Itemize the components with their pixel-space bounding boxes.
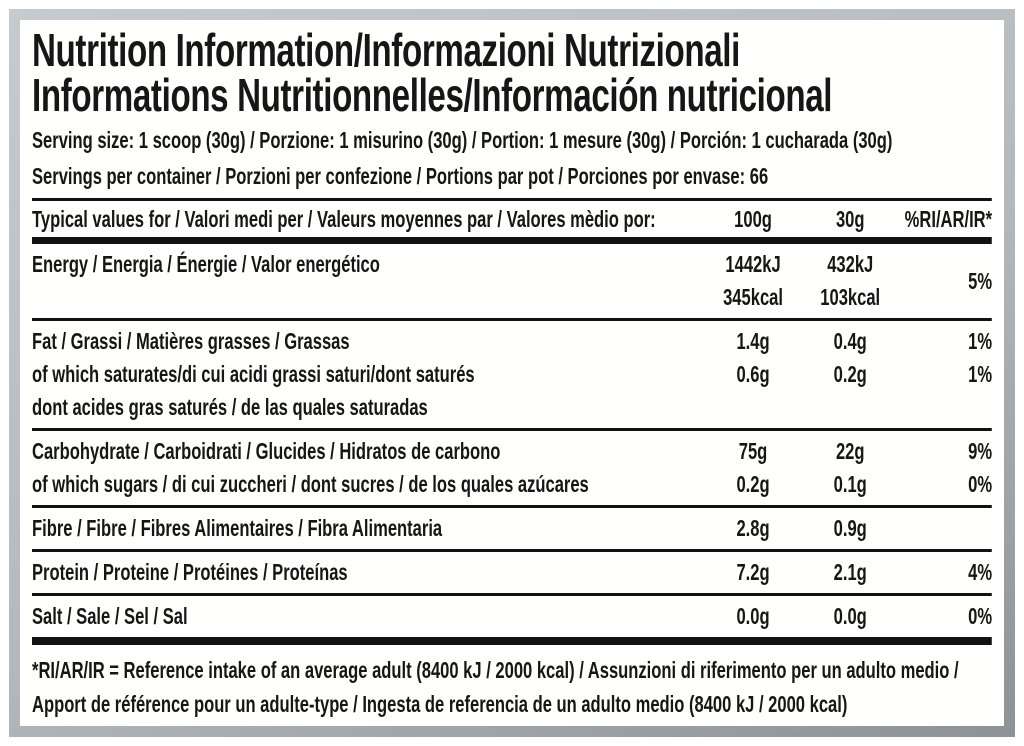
- row-separator: [32, 318, 993, 321]
- value-per-30g: 2.1g: [803, 556, 897, 589]
- table-header-label: Typical values for / Valori medi per / V…: [32, 206, 656, 232]
- value-per-30g-line: 2.1g: [833, 559, 867, 585]
- nutrient-label-line: of which sugars / di cui zuccheri / dont…: [32, 471, 589, 497]
- nutrient-row-protein: Protein / Proteine / Protéines / Proteín…: [32, 552, 992, 593]
- value-per-100g-line: 7.2g: [736, 559, 770, 585]
- nutrient-label-line: Salt / Sale / Sel / Sal: [32, 603, 188, 629]
- title-line-1: Nutrition Information/Informazioni Nutri…: [32, 24, 740, 76]
- value-per-30g-line: 432kJ: [827, 251, 874, 277]
- value-ri-percent-line: 9%: [968, 438, 993, 464]
- row-separator: [32, 505, 993, 508]
- value-ri-percent: [897, 512, 992, 545]
- row-separator: [32, 549, 993, 552]
- column-header-30g: 30g: [835, 206, 865, 232]
- value-ri-percent-line: 4%: [968, 559, 993, 585]
- value-ri-percent: 4%: [897, 556, 992, 589]
- value-per-100g-line: 0.0g: [736, 603, 770, 629]
- label-content: Nutrition Information/Informazioni Nutri…: [32, 27, 993, 721]
- divider-above-footnote: [32, 637, 993, 645]
- serving-size-line: Serving size: 1 scoop (30g) / Porzione: …: [32, 127, 893, 153]
- value-per-30g-line: 103kcal: [820, 284, 881, 310]
- value-per-100g-line: 1442kJ: [725, 251, 781, 277]
- value-per-30g: 0.9g: [803, 512, 897, 545]
- value-per-100g: 2.8g: [703, 512, 804, 545]
- nutrient-label: Salt / Sale / Sel / Sal: [32, 600, 703, 633]
- value-per-100g-line: 2.8g: [736, 515, 770, 541]
- nutrient-label: Fibre / Fibre / Fibres Alimentaires / Fi…: [32, 512, 703, 545]
- divider-above-header: [32, 198, 993, 201]
- value-per-30g: 0.4g 0.2g: [803, 325, 897, 424]
- value-ri-percent-line: 0%: [968, 603, 993, 629]
- nutrient-label: Protein / Proteine / Protéines / Proteín…: [32, 556, 703, 589]
- value-per-100g-line: 0.6g: [736, 361, 770, 387]
- reference-intake-footnote: *RI/AR/IR = Reference intake of an avera…: [32, 657, 959, 717]
- value-ri-percent-line: 0%: [968, 471, 993, 497]
- value-per-100g: 75g 0.2g: [703, 435, 804, 501]
- value-per-100g: 7.2g: [703, 556, 804, 589]
- value-ri-percent-line: 5%: [968, 267, 993, 294]
- value-per-30g-line: 0.2g: [833, 361, 867, 387]
- value-per-100g: 1.4g 0.6g: [703, 325, 804, 424]
- divider-below-header: [32, 237, 993, 244]
- table-header-row: Typical values for / Valori medi per / V…: [32, 201, 992, 237]
- value-per-30g-line: 0.1g: [833, 471, 867, 497]
- value-ri-percent: 0%: [897, 600, 992, 633]
- nutrient-label-line: Energy / Energia / Énergie / Valor energ…: [32, 251, 380, 277]
- value-per-30g-line: 0.0g: [833, 603, 867, 629]
- nutrient-label: Energy / Energia / Énergie / Valor energ…: [32, 248, 703, 314]
- value-per-30g: 0.0g: [803, 600, 897, 633]
- label-outer-frame: Nutrition Information/Informazioni Nutri…: [9, 9, 1015, 737]
- value-per-30g: 22g 0.1g: [803, 435, 897, 501]
- column-header-100g: 100g: [734, 206, 772, 232]
- nutrient-label: Carbohydrate / Carboidrati / Glucides / …: [32, 435, 703, 501]
- nutrition-label-card: Nutrition Information/Informazioni Nutri…: [20, 20, 1004, 726]
- row-separator: [32, 428, 993, 431]
- nutrient-label-line: Protein / Proteine / Protéines / Proteín…: [32, 559, 348, 585]
- nutrient-label-line: Fibre / Fibre / Fibres Alimentaires / Fi…: [32, 515, 443, 541]
- nutrition-table-body: Energy / Energia / Énergie / Valor energ…: [32, 244, 993, 637]
- value-per-30g-line: 0.4g: [833, 328, 867, 354]
- value-per-100g-line: 0.2g: [736, 471, 770, 497]
- value-ri-percent-line: 1%: [968, 361, 993, 387]
- nutrient-label-line: of which saturates/di cui acidi grassi s…: [32, 361, 475, 387]
- nutrient-row-fibre: Fibre / Fibre / Fibres Alimentaires / Fi…: [32, 508, 992, 549]
- nutrient-label-line: Fat / Grassi / Matières grasses / Grassa…: [32, 328, 350, 354]
- title-line-2: Informations Nutritionnelles/Información…: [32, 69, 833, 121]
- row-separator: [32, 593, 993, 596]
- nutrient-row-salt: Salt / Sale / Sel / Sal 0.0g 0.0g 0%: [32, 596, 992, 637]
- value-ri-percent: 5%: [897, 248, 992, 314]
- value-per-30g: 432kJ 103kcal: [803, 248, 897, 314]
- servings-per-container-line: Servings per container / Porzioni per co…: [32, 163, 769, 189]
- value-ri-percent-line: 1%: [968, 328, 993, 354]
- label-title: Nutrition Information/Informazioni Nutri…: [32, 27, 992, 121]
- nutrient-row-energy: Energy / Energia / Énergie / Valor energ…: [32, 244, 992, 318]
- nutrient-row-carbohydrate: Carbohydrate / Carboidrati / Glucides / …: [32, 431, 992, 505]
- value-ri-percent: 9% 0%: [897, 435, 992, 501]
- column-header-ri: %RI/AR/IR*: [904, 206, 993, 232]
- nutrient-row-fat: Fat / Grassi / Matières grasses / Grassa…: [32, 321, 992, 428]
- nutrient-label-line: Carbohydrate / Carboidrati / Glucides / …: [32, 438, 501, 464]
- nutrient-label: Fat / Grassi / Matières grasses / Grassa…: [32, 325, 703, 424]
- value-per-100g: 0.0g: [703, 600, 804, 633]
- value-per-30g-line: 22g: [835, 438, 865, 464]
- serving-info: Serving size: 1 scoop (30g) / Porzione: …: [32, 122, 992, 194]
- value-per-100g-line: 75g: [738, 438, 768, 464]
- value-per-100g-line: 1.4g: [736, 328, 770, 354]
- value-per-30g-line: 0.9g: [833, 515, 867, 541]
- nutrient-label-line: dont acides gras saturés / de las quales…: [32, 394, 428, 420]
- value-per-100g-line: 345kcal: [723, 284, 783, 310]
- value-ri-percent: 1% 1%: [897, 325, 992, 424]
- value-per-100g: 1442kJ 345kcal: [703, 248, 804, 314]
